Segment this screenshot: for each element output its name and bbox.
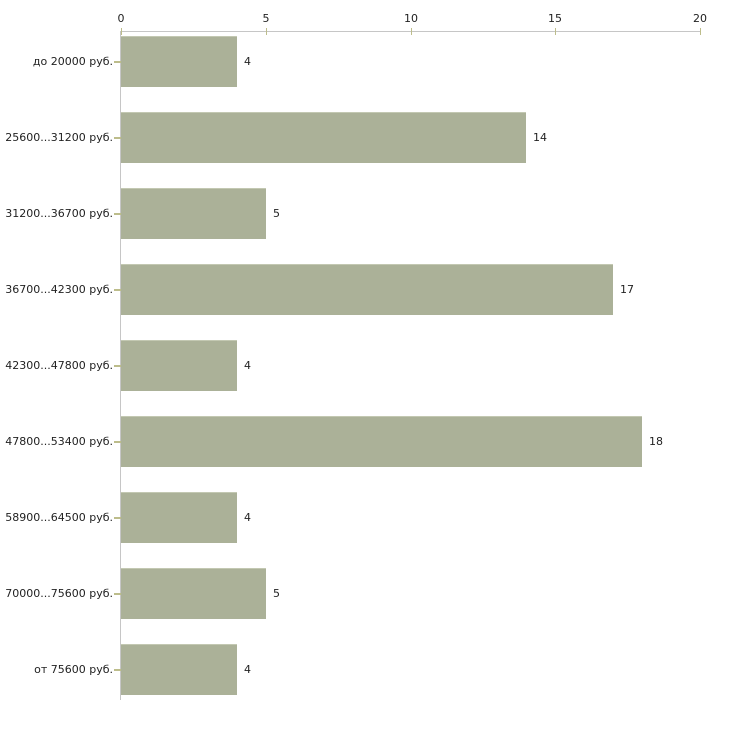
x-axis-tick: [555, 28, 556, 35]
bar: [121, 264, 613, 315]
bar-value-label: 4: [244, 55, 251, 68]
category-tick: [114, 137, 121, 139]
category-tick: [114, 441, 121, 443]
category-tick: [114, 669, 121, 671]
x-axis-tick: [411, 28, 412, 35]
category-tick: [114, 61, 121, 63]
bar: [121, 112, 526, 163]
bar-value-label: 5: [273, 207, 280, 220]
bar: [121, 568, 266, 619]
category-label: до 20000 руб.: [32, 55, 113, 68]
category-label: 47800...53400 руб.: [5, 435, 113, 448]
x-axis-tick-label: 10: [404, 12, 418, 25]
x-axis-tick-label: 5: [262, 12, 270, 25]
bar: [121, 644, 237, 695]
bar: [121, 188, 266, 239]
category-label: 42300...47800 руб.: [5, 359, 113, 372]
x-axis-tick: [121, 28, 122, 35]
category-label: 31200...36700 руб.: [5, 207, 113, 220]
category-tick: [114, 517, 121, 519]
bar-value-label: 18: [649, 435, 663, 448]
x-axis-tick-label: 20: [693, 12, 707, 25]
bar-value-label: 5: [273, 587, 280, 600]
category-tick: [114, 593, 121, 595]
category-label: 70000...75600 руб.: [5, 587, 113, 600]
bar: [121, 492, 237, 543]
x-axis-tick: [700, 28, 701, 35]
bar-value-label: 14: [533, 131, 547, 144]
bar-value-label: 4: [244, 663, 251, 676]
bar-value-label: 17: [620, 283, 634, 296]
bar-value-label: 4: [244, 359, 251, 372]
category-tick: [114, 213, 121, 215]
category-tick: [114, 289, 121, 291]
bar: [121, 340, 237, 391]
category-label: 58900...64500 руб.: [5, 511, 113, 524]
x-axis-tick-label: 15: [548, 12, 562, 25]
bar: [121, 416, 642, 467]
category-label: от 75600 руб.: [34, 663, 113, 676]
bar-value-label: 4: [244, 511, 251, 524]
x-axis-tick-label: 0: [117, 12, 125, 25]
category-label: 25600...31200 руб.: [5, 131, 113, 144]
category-tick: [114, 365, 121, 367]
x-axis-tick: [266, 28, 267, 35]
bar: [121, 36, 237, 87]
category-label: 36700...42300 руб.: [5, 283, 113, 296]
